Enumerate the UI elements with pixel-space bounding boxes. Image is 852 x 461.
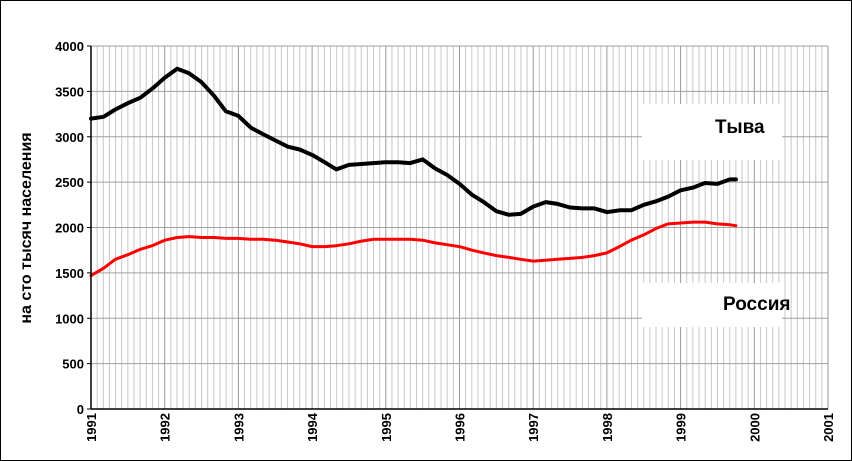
x-tick-label: 1998: [600, 413, 615, 442]
x-tick-label: 2000: [747, 413, 762, 442]
series-label-background: [642, 104, 782, 160]
y-tick-label: 3500: [55, 84, 84, 99]
axes: [90, 46, 828, 410]
y-tick-label: 1000: [55, 311, 84, 326]
x-tick-label: 1994: [305, 412, 320, 442]
series-line-tyva: [89, 66, 738, 217]
x-tick-label: 1993: [231, 413, 246, 442]
x-tick-label: 2001: [821, 413, 836, 442]
y-tick-label: 1500: [55, 266, 84, 281]
series-label-background: [642, 283, 782, 327]
x-tick-label: 1992: [158, 413, 173, 442]
x-tick-label: 1999: [674, 413, 689, 442]
y-tick-label: 4000: [55, 39, 84, 54]
y-axis-ticks: 0 500 1000 1500 2000 2500 3000 3500 4000: [55, 39, 91, 417]
grid: [90, 45, 829, 410]
x-tick-label: 1996: [453, 413, 468, 442]
y-tick-label: 2500: [55, 175, 84, 190]
x-tick-label: 1997: [526, 413, 541, 442]
y-axis-label: на сто тысяч населения: [18, 132, 35, 323]
x-axis-ticks: 1991 1992 1993 1994 1995 1996 1997 1998 1999 2000…: [84, 412, 836, 442]
y-tick-label: 500: [62, 357, 84, 372]
x-tick-label: 1991: [84, 413, 99, 442]
series-lines: [89, 66, 738, 278]
y-tick-label: 3000: [55, 130, 84, 145]
series-label-tyva: Тыва: [715, 117, 765, 138]
y-tick-label: 0: [77, 402, 84, 417]
series-label-russia: Россия: [723, 294, 790, 315]
y-tick-label: 2000: [55, 221, 84, 236]
series-line-russia: [89, 220, 738, 278]
x-tick-label: 1995: [379, 413, 394, 442]
